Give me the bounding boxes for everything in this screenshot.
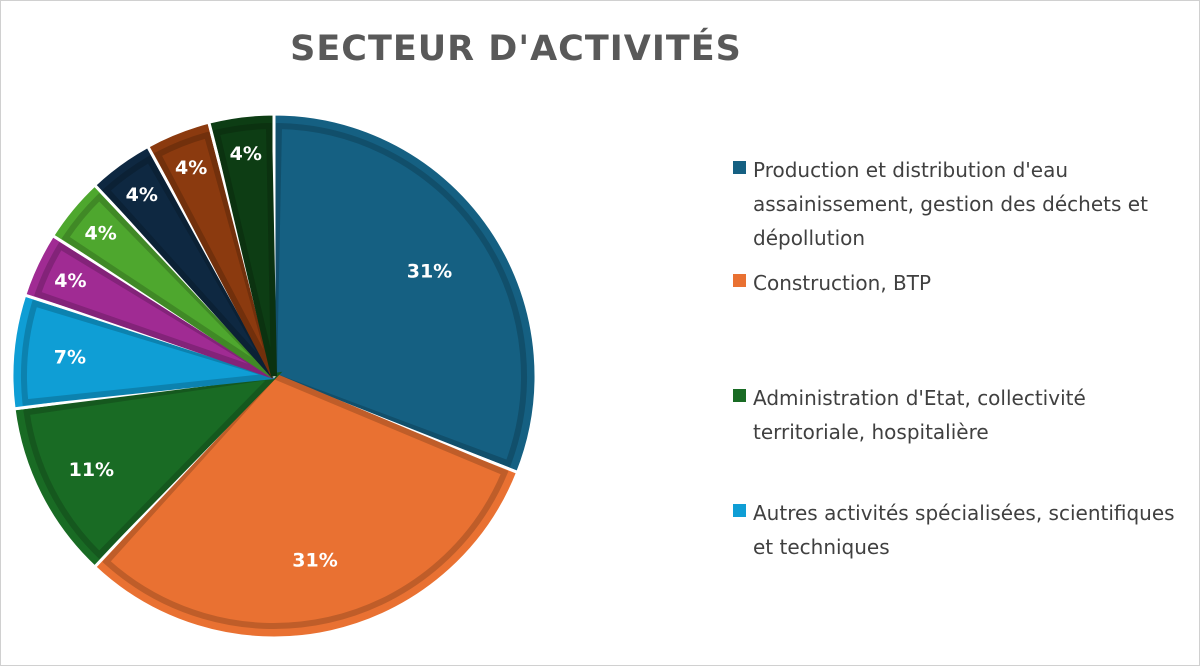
pie-slice-bevel bbox=[23, 371, 283, 560]
chart-title: SECTEUR D'ACTIVITÉS bbox=[290, 29, 742, 69]
legend-swatch bbox=[733, 161, 746, 174]
slice-value-label: 4% bbox=[175, 157, 207, 179]
pie-slice bbox=[272, 112, 538, 474]
legend-swatch bbox=[733, 389, 746, 402]
legend-item: Construction, BTP bbox=[733, 266, 1183, 300]
slice-value-label: 4% bbox=[85, 223, 117, 245]
pie-slice bbox=[12, 374, 276, 569]
slice-value-label: 11% bbox=[69, 459, 114, 481]
pie-slice-bevel bbox=[153, 131, 277, 378]
slice-value-label: 4% bbox=[126, 184, 158, 206]
pie-slice-bevel bbox=[34, 242, 276, 379]
legend-label: Autres activités spécialisées, scientifi… bbox=[753, 501, 1175, 559]
legend-item: Production et distribution d'eau assaini… bbox=[733, 153, 1183, 255]
legend-swatch bbox=[733, 274, 746, 287]
slice-value-label: 7% bbox=[54, 347, 86, 369]
pie-slice-bevel bbox=[102, 155, 277, 379]
slice-value-label: 4% bbox=[230, 143, 262, 165]
legend-label: Construction, BTP bbox=[753, 271, 932, 295]
slice-value-label: 4% bbox=[54, 270, 86, 292]
legend-swatch bbox=[733, 504, 746, 517]
legend-item: Administration d'Etat, collectivité terr… bbox=[733, 381, 1183, 449]
pie-slice-bevel bbox=[61, 192, 277, 379]
pie-slice-bevel bbox=[213, 122, 277, 377]
legend-label: Production et distribution d'eau assaini… bbox=[753, 158, 1148, 250]
slice-value-label: 31% bbox=[407, 260, 452, 282]
pie-slice-bevel bbox=[102, 372, 509, 629]
pie-slice bbox=[93, 374, 520, 640]
legend-item: Autres activités spécialisées, scientifi… bbox=[733, 496, 1183, 564]
legend-label: Administration d'Etat, collectivité terr… bbox=[753, 386, 1086, 444]
pie-slice-bevel bbox=[270, 122, 527, 468]
slice-value-label: 31% bbox=[292, 549, 337, 571]
pie-slice-bevel bbox=[21, 299, 275, 406]
